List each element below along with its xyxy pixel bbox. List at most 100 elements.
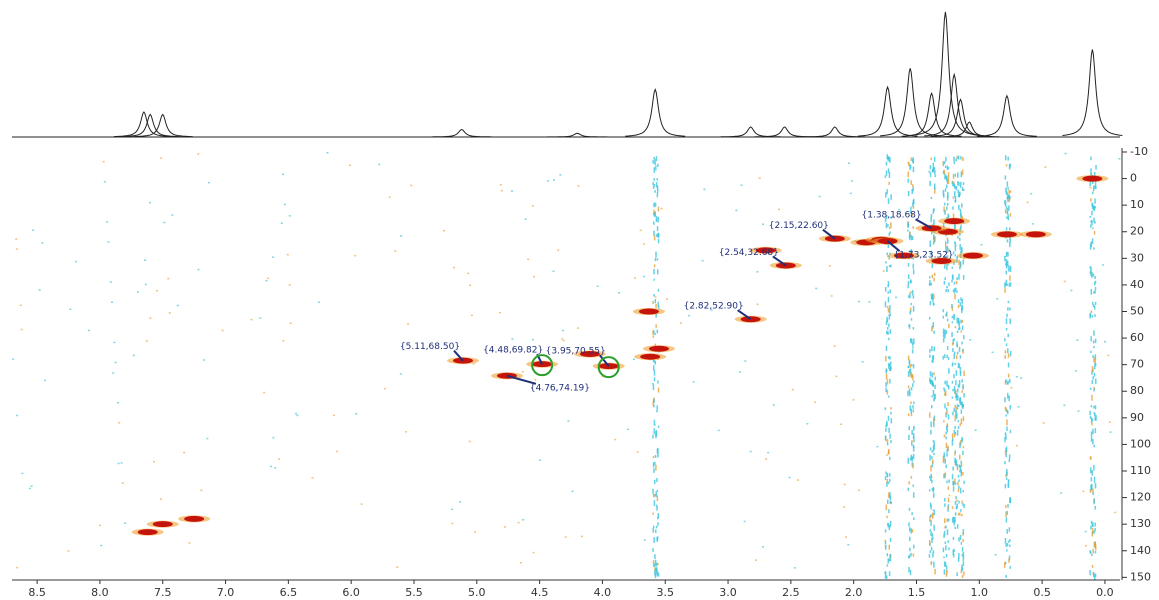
t1-noise	[1091, 370, 1093, 375]
t1-noise	[929, 300, 932, 306]
t1-noise	[1089, 181, 1091, 187]
noise-dot	[761, 546, 764, 548]
t1-noise	[886, 442, 889, 446]
t1-noise	[1006, 528, 1008, 534]
t1-noise	[963, 571, 965, 576]
t1-noise	[1007, 156, 1009, 161]
t1-noise	[933, 372, 935, 376]
t1-noise	[944, 472, 946, 479]
t1-noise	[947, 486, 950, 490]
t1-noise	[960, 330, 962, 333]
t1-noise	[954, 254, 957, 257]
t1-noise	[934, 384, 936, 389]
noise-dot	[1077, 410, 1080, 412]
t1-noise	[959, 371, 962, 377]
noise-dot	[703, 188, 706, 191]
t1-noise	[954, 241, 956, 244]
noise-dot	[614, 438, 617, 441]
t1-noise	[1093, 345, 1095, 349]
t1-noise	[888, 264, 891, 268]
noise-dot	[815, 287, 818, 290]
t1-noise	[1007, 483, 1010, 489]
t1-noise	[887, 242, 890, 248]
t1-noise	[944, 256, 946, 259]
noise-dot	[828, 265, 831, 267]
t1-noise	[947, 497, 950, 503]
t1-noise	[888, 509, 890, 514]
t1-noise	[1009, 497, 1011, 504]
t1-noise	[1005, 343, 1008, 347]
t1-noise	[884, 286, 887, 292]
t1-noise	[1003, 562, 1006, 568]
t1-noise	[942, 337, 945, 343]
t1-noise	[1008, 395, 1010, 402]
noise-dot	[857, 489, 860, 491]
t1-noise	[909, 527, 911, 532]
t1-noise	[953, 338, 955, 341]
t1-noise	[887, 198, 890, 204]
t1-noise	[907, 222, 909, 228]
t1-noise	[910, 528, 912, 534]
t1-noise	[953, 184, 956, 189]
t1-noise	[889, 289, 891, 294]
noise-dot	[112, 372, 115, 374]
t1-noise	[911, 339, 913, 344]
t1-noise	[890, 418, 893, 424]
noise-dot	[394, 250, 397, 252]
projection-peak	[939, 121, 1000, 138]
t1-noise	[957, 426, 960, 429]
t1-noise	[1008, 205, 1010, 211]
t1-noise	[945, 289, 947, 293]
t1-noise	[889, 558, 892, 562]
noise-dot	[835, 375, 838, 378]
t1-noise	[932, 383, 935, 388]
annotation-label: {2.54,32.68}	[719, 248, 779, 258]
t1-noise	[962, 472, 964, 476]
noise-dot	[626, 428, 629, 431]
t1-noise	[887, 307, 890, 313]
noise-dot	[207, 181, 210, 184]
noise-dot	[354, 254, 357, 257]
noise-dot	[576, 327, 579, 329]
noise-dot	[405, 431, 408, 433]
t1-noise	[908, 434, 910, 441]
t1-noise	[944, 173, 946, 180]
t1-noise	[945, 464, 947, 469]
t1-noise	[884, 570, 887, 575]
t1-noise	[1090, 350, 1092, 353]
t1-noise	[961, 437, 963, 443]
t1-noise	[933, 156, 936, 162]
t1-noise	[946, 247, 949, 254]
noise-dot	[754, 559, 757, 561]
t1-noise	[912, 184, 914, 188]
noise-dot	[143, 259, 146, 262]
t1-noise	[933, 417, 935, 424]
t1-noise	[889, 501, 891, 504]
t1-noise	[1008, 268, 1010, 272]
t1-noise	[1091, 180, 1094, 185]
t1-noise	[1008, 189, 1010, 195]
noise-dot	[69, 308, 72, 310]
t1-noise	[653, 479, 656, 485]
t1-noise	[952, 389, 954, 392]
t1-noise	[944, 503, 946, 507]
t1-noise	[653, 428, 656, 435]
t1-noise	[1090, 525, 1092, 530]
t1-noise	[889, 553, 891, 559]
noise-dot	[107, 241, 110, 243]
t1-noise	[1007, 307, 1009, 311]
t1-noise	[1005, 434, 1007, 440]
annotation-label: {4.76,74.19}	[530, 383, 590, 393]
t1-noise	[951, 474, 954, 480]
t1-noise	[1005, 258, 1008, 265]
t1-noise	[955, 406, 957, 412]
t1-noise	[930, 405, 933, 409]
t1-noise	[944, 403, 946, 409]
t1-noise	[958, 204, 960, 210]
t1-noise	[934, 376, 937, 381]
t1-noise	[954, 362, 956, 366]
t1-noise	[888, 363, 891, 367]
t1-noise	[912, 492, 915, 498]
projection-peak	[625, 88, 686, 137]
t1-noise	[960, 409, 963, 414]
